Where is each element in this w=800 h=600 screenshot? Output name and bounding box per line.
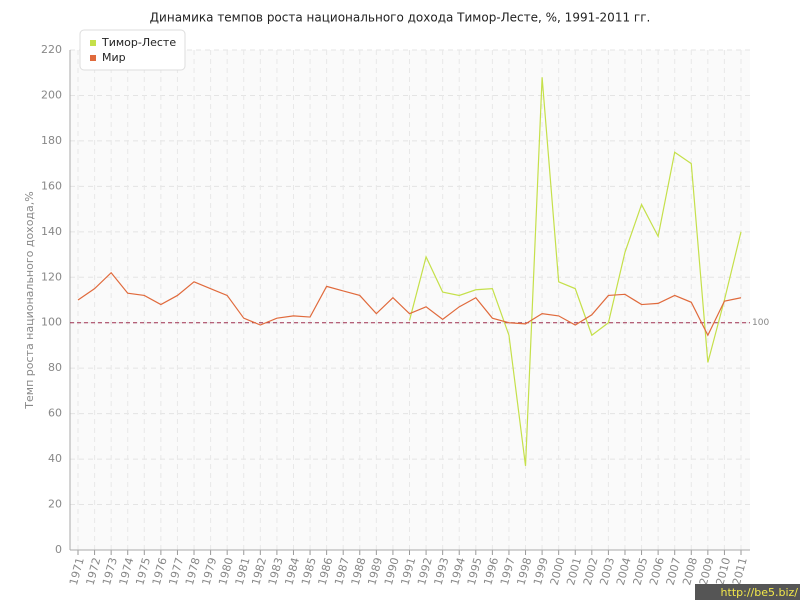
- x-tick-label: 2011: [730, 556, 750, 586]
- y-tick-label: 40: [48, 452, 62, 465]
- y-tick-label: 120: [41, 270, 62, 283]
- legend: Тимор-Лесте Мир: [79, 29, 186, 71]
- y-axis-label: Темп роста национального дохода,%: [23, 191, 36, 409]
- watermark-text: http://be5.biz/: [721, 586, 799, 599]
- legend-swatch: [90, 40, 96, 46]
- legend-label: Тимор-Лесте: [101, 36, 176, 49]
- y-tick-label: 140: [41, 225, 62, 238]
- y-tick-label: 20: [48, 498, 62, 511]
- legend-label: Мир: [102, 51, 126, 64]
- reference-label: 100: [752, 318, 769, 328]
- watermark: http://be5.biz/: [695, 584, 800, 600]
- watermark-bg: [695, 584, 800, 600]
- y-tick-label: 0: [55, 543, 62, 556]
- y-tick-label: 200: [41, 88, 62, 101]
- series-line: [408, 77, 742, 466]
- chart-title: Динамика темпов роста национального дохо…: [150, 11, 651, 25]
- legend-box: [79, 29, 186, 71]
- y-tick-label: 160: [41, 179, 62, 192]
- y-tick-label: 60: [48, 407, 62, 420]
- series-line: [77, 271, 742, 337]
- y-tick-label: 180: [41, 134, 62, 147]
- y-tick-label: 80: [48, 361, 62, 374]
- y-tick-label: 220: [41, 43, 62, 56]
- legend-swatch: [90, 55, 96, 61]
- y-tick-label: 100: [41, 316, 62, 329]
